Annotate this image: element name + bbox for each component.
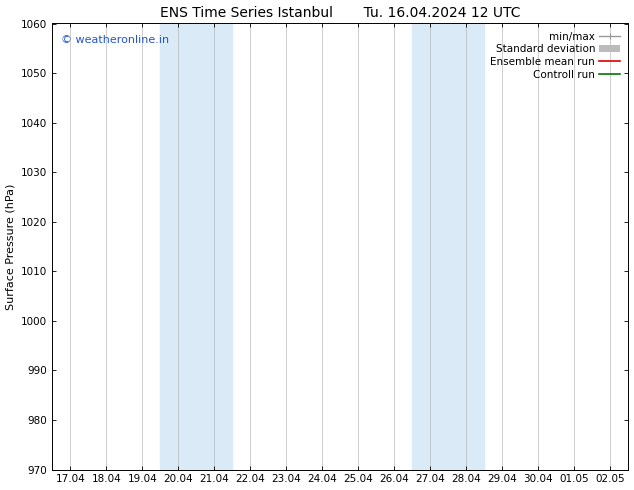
Bar [412,24,484,469]
Y-axis label: Surface Pressure (hPa): Surface Pressure (hPa) [6,183,16,310]
Text: © weatheronline.in: © weatheronline.in [61,35,169,45]
Title: ENS Time Series Istanbul       Tu. 16.04.2024 12 UTC: ENS Time Series Istanbul Tu. 16.04.2024 … [160,5,521,20]
Bar [160,24,232,469]
Legend: min/max, Standard deviation, Ensemble mean run, Controll run: min/max, Standard deviation, Ensemble me… [488,29,623,83]
